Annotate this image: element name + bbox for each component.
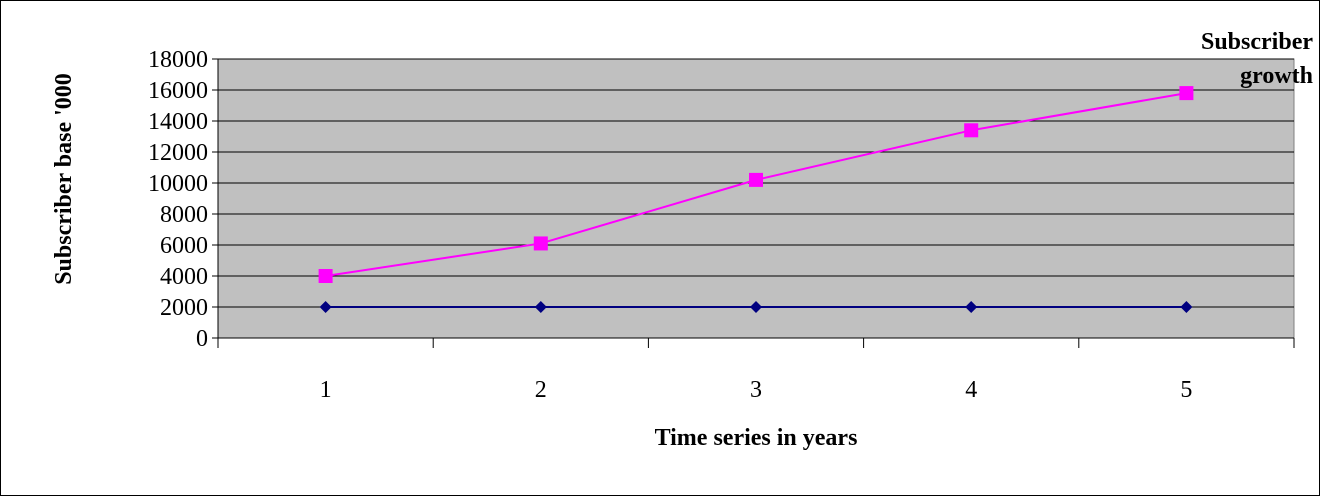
series-1 [319,301,1193,313]
data-point [965,301,978,313]
data-point [533,236,548,251]
data-point [750,301,762,313]
y-tick-label: 8000 [160,202,208,228]
data-point [534,301,547,313]
x-tick-label: 5 [1180,377,1192,403]
data-point [964,123,979,138]
y-tick-label: 10000 [148,171,208,197]
x-axis-ticks: 1 2 3 4 5 [217,338,1295,403]
data-point [749,172,763,187]
series-layer [318,86,1194,313]
x-tick-label: 2 [535,377,547,403]
series-2 [318,86,1194,283]
plot-area [217,58,1295,339]
data-point [318,269,333,283]
y-tick-label: 4000 [160,264,208,290]
data-point [1179,86,1194,101]
x-tick-label: 1 [320,377,332,403]
y-tick-label: 18000 [148,47,208,73]
y-tick-label: 6000 [160,233,208,259]
y-tick-label: 12000 [148,140,208,166]
y-axis-ticks: 0 2000 4000 6000 8000 10000 12000 14000 16000 180… [148,47,218,352]
y-tick-label: 16000 [148,78,208,104]
y-axis-title: Subscriber base '000 [51,73,77,285]
x-tick-label: 3 [750,377,762,403]
data-point [1180,301,1193,313]
x-tick-label: 4 [965,377,977,403]
y-tick-label: 0 [196,326,208,352]
data-point [319,301,332,313]
legend-entry-subscriber-growth: Subscriber growth [1201,29,1313,89]
axes [217,59,1294,339]
y-tick-label: 14000 [148,109,208,135]
y-tick-label: 2000 [160,295,208,321]
x-axis-title: Time series in years [655,425,858,451]
